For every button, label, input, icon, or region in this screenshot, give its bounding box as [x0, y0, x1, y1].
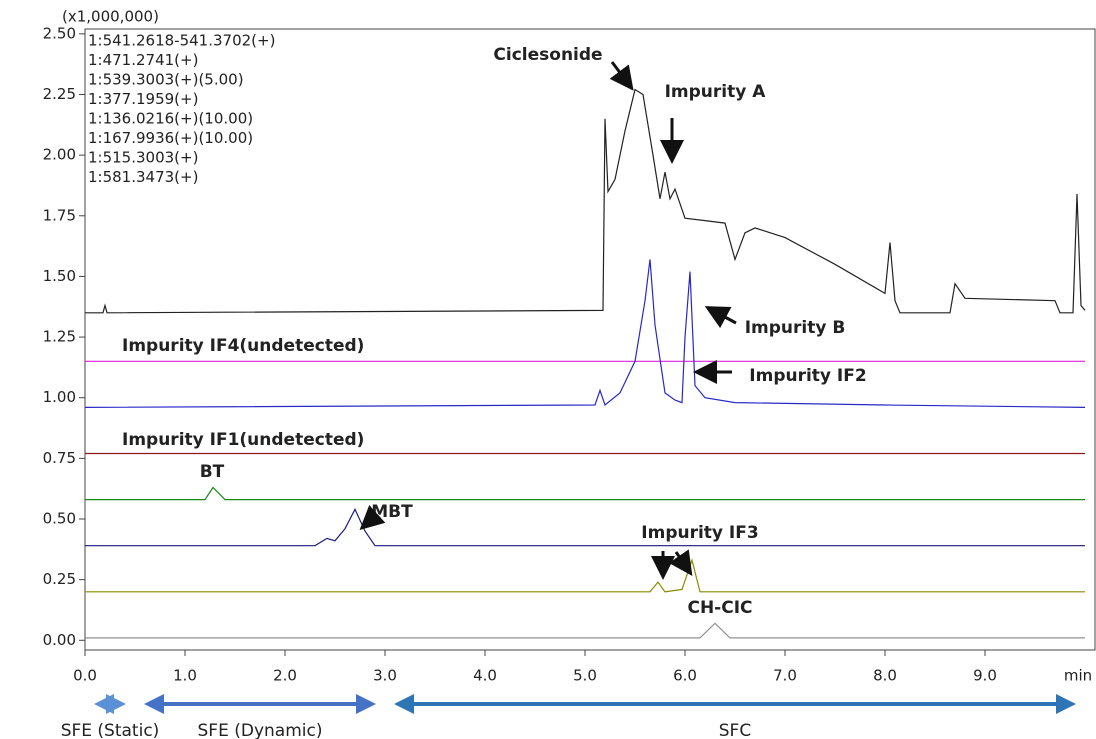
plot-frame	[84, 28, 1096, 651]
x-tick-label: 2.0	[273, 667, 297, 685]
legend-entry: 1:515.3003(+)	[88, 149, 198, 167]
legend-entry: 1:539.3003(+)(5.00)	[88, 71, 244, 89]
trace	[85, 486, 1085, 501]
annotation-arrow	[704, 306, 737, 329]
x-tick-label: 6.0	[673, 667, 697, 685]
x-tick-label: 8.0	[873, 667, 897, 685]
trace	[85, 88, 1086, 314]
legend-entry: 1:377.1959(+)	[88, 90, 198, 108]
annotation-arrow	[359, 505, 386, 531]
legend-entry: 1:167.9936(+)(10.00)	[88, 129, 253, 147]
annotation-arrow	[668, 549, 693, 576]
annotation: Impurity A	[665, 82, 767, 102]
y-tick-label: 1.00	[43, 388, 76, 406]
y-tick-label: 2.50	[43, 24, 76, 42]
x-axis-label: min	[1064, 667, 1092, 685]
y-tick-label: 0.25	[43, 570, 76, 588]
y-tick-label: 1.75	[43, 206, 76, 224]
annotation-arrow	[609, 61, 634, 91]
x-tick-label: 9.0	[973, 667, 997, 685]
legend-entry: 1:581.3473(+)	[88, 168, 198, 186]
y-tick-label: 0.75	[43, 449, 76, 467]
legend-entry: 1:136.0216(+)(10.00)	[88, 110, 253, 128]
scale-note: (x1,000,000)	[62, 8, 159, 26]
x-tick-label: 5.0	[573, 667, 597, 685]
trace	[85, 622, 1085, 639]
annotation: Impurity IF3	[641, 523, 758, 543]
x-tick-label: 7.0	[773, 667, 797, 685]
annotation: Impurity IF4(undetected)	[122, 336, 364, 356]
annotation: BT	[200, 462, 225, 482]
region-label: SFE (Dynamic)	[198, 721, 323, 739]
legend-entry: 1:471.2741(+)	[88, 51, 198, 69]
region-label: SFC	[719, 721, 751, 739]
y-tick-label: 0.50	[43, 510, 76, 528]
y-tick-label: 2.00	[43, 146, 76, 164]
y-tick-label: 0.00	[43, 631, 76, 649]
annotation: Impurity B	[745, 318, 846, 338]
annotation: Ciclesonide	[493, 45, 602, 65]
y-tick-label: 1.50	[43, 267, 76, 285]
region-label: SFE (Static)	[61, 721, 160, 739]
annotation: Impurity IF2	[749, 366, 866, 386]
y-tick-label: 1.25	[43, 328, 76, 346]
x-tick-label: 4.0	[473, 667, 497, 685]
x-tick-label: 1.0	[173, 667, 197, 685]
y-tick-label: 2.25	[43, 85, 76, 103]
trace	[84, 259, 1086, 408]
x-tick-label: 3.0	[373, 667, 397, 685]
annotation: MBT	[371, 502, 413, 522]
x-tick-label: 0.0	[73, 667, 97, 685]
legend-entry: 1:541.2618-541.3702(+)	[88, 32, 275, 50]
annotation: Impurity IF1(undetected)	[122, 430, 364, 450]
trace	[85, 558, 1085, 593]
annotation: CH-CIC	[687, 598, 752, 618]
trace	[85, 507, 1085, 547]
